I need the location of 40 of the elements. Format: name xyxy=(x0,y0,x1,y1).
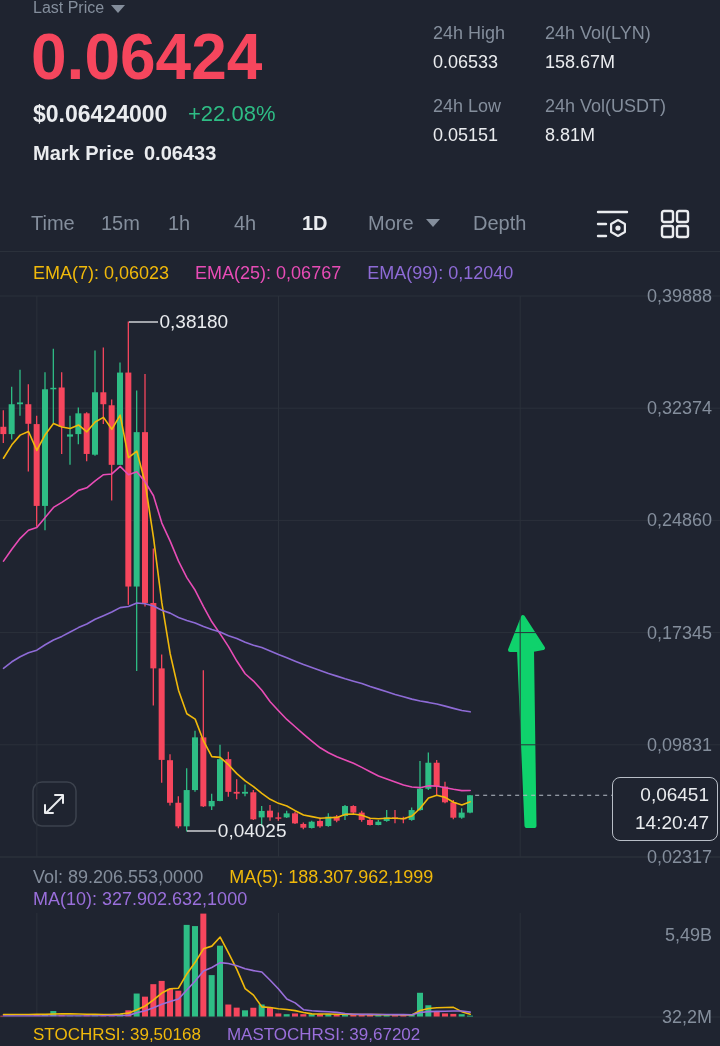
text: Time xyxy=(31,212,75,235)
y-tick-label: 32,2M xyxy=(661,1006,712,1027)
text: +22.08% xyxy=(188,101,276,127)
text: STOCHRSI: 39,50168 xyxy=(33,1025,201,1044)
text: Depth xyxy=(473,212,527,235)
y-tick-label: 0,09831 xyxy=(646,734,712,755)
text: More xyxy=(368,212,414,235)
y-tick-label: 0,17345 xyxy=(646,622,712,643)
text: 24h Low xyxy=(433,95,502,116)
text: 0.06424 xyxy=(31,20,263,93)
chart-title: Vol: 89.206.553,0000 xyxy=(33,866,204,888)
text: 158.67M xyxy=(545,51,616,72)
text: 8.81M xyxy=(545,124,596,145)
text: Mark Price xyxy=(33,142,135,165)
text: 4h xyxy=(234,212,257,235)
text: 0.05151 xyxy=(433,124,499,145)
y-tick-label: 0,39888 xyxy=(646,286,712,306)
text: 1D xyxy=(302,212,328,235)
price-tag: 0,06451 14:20:47 xyxy=(612,777,718,842)
text: 15m xyxy=(101,212,140,235)
text: EMA(7): 0,06023 xyxy=(33,262,170,284)
text: $0.06424000 xyxy=(33,100,168,127)
y-tick-label: 0,24860 xyxy=(646,510,712,531)
text: 1h xyxy=(168,212,191,235)
text: MA(10): 327.902.632,1000 xyxy=(33,888,248,910)
text: Last Price xyxy=(33,0,105,17)
text: 24h High xyxy=(433,22,506,43)
y-tick-label: 5,49B xyxy=(664,925,712,946)
text: EMA(25): 0,06767 xyxy=(195,262,342,284)
annotation: 0,38180 xyxy=(159,310,229,333)
text: MA(5): 188.307.962,1999 xyxy=(229,866,434,888)
text: 0.06533 xyxy=(433,51,499,72)
y-tick-label: 0,32374 xyxy=(646,398,712,419)
y-tick-label: 0,02317 xyxy=(646,847,712,867)
text: EMA(99): 0,12040 xyxy=(367,262,514,284)
annotation: 0,04025 xyxy=(217,820,287,843)
text: 0.06433 xyxy=(144,142,217,165)
text: MASTOCHRSI: 39,67202 xyxy=(226,1025,421,1044)
text: 24h Vol(USDT) xyxy=(545,95,667,116)
text: 24h Vol(LYN) xyxy=(545,22,651,43)
